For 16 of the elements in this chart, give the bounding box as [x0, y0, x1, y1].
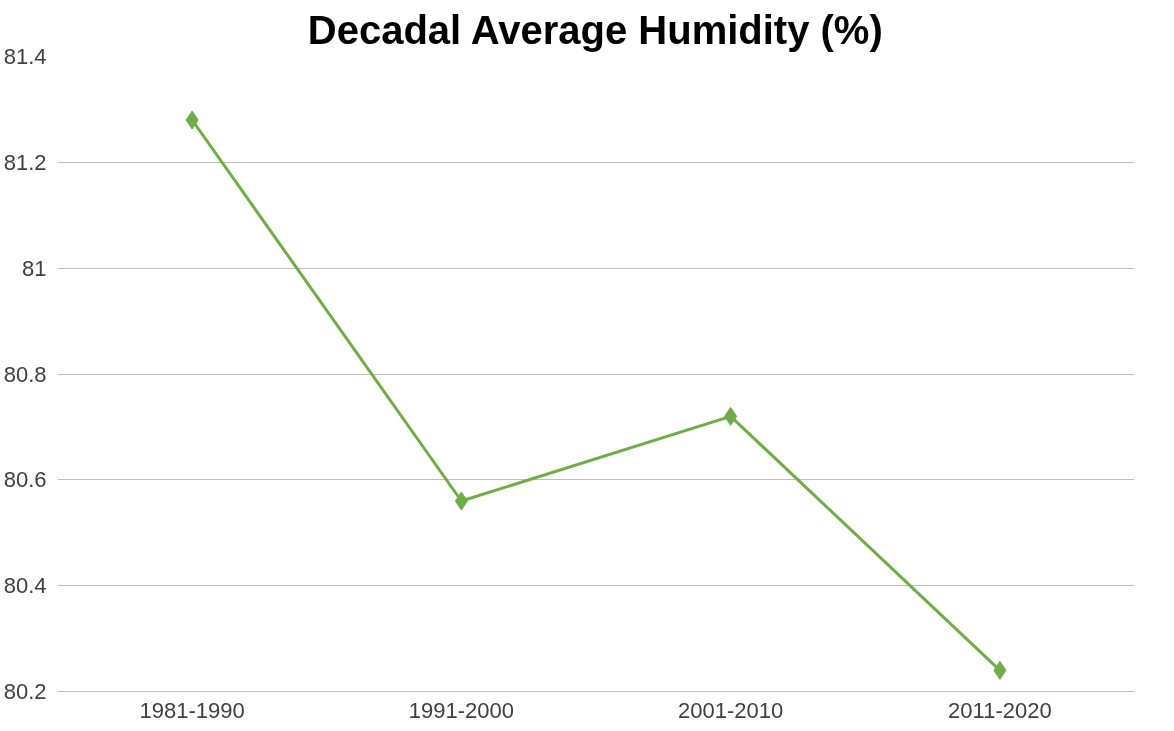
y-tick-label: 80.8 — [3, 361, 47, 387]
x-tick-label: 1991-2000 — [408, 697, 514, 723]
y-tick-label: 80.4 — [3, 573, 47, 599]
chart-title: Decadal Average Humidity (%) — [307, 7, 883, 52]
y-tick-label: 81.2 — [3, 149, 47, 175]
y-tick-label: 81.4 — [3, 44, 47, 69]
y-tick-label: 80.2 — [3, 679, 47, 704]
point — [185, 110, 199, 130]
point — [724, 406, 738, 426]
x-tick-label: 2011-2020 — [948, 697, 1052, 723]
y-tick-label: 80.6 — [3, 467, 47, 493]
x-tick-label: 1981-1990 — [139, 697, 245, 723]
point — [993, 660, 1007, 680]
x-tick-label: 2001-2010 — [678, 697, 784, 723]
point — [454, 491, 468, 511]
y-tick-label: 81 — [22, 255, 47, 281]
